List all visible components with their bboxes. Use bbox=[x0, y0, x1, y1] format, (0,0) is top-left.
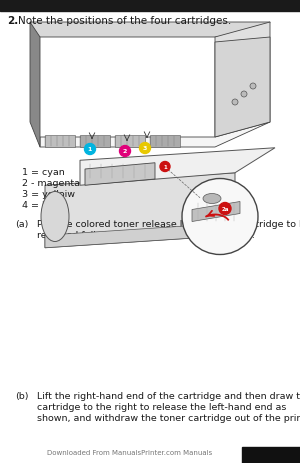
Ellipse shape bbox=[203, 194, 221, 204]
Circle shape bbox=[85, 144, 95, 155]
Polygon shape bbox=[45, 173, 235, 248]
Text: 2a: 2a bbox=[221, 206, 229, 212]
Text: replaced fully towards the front of the printer.: replaced fully towards the front of the … bbox=[37, 231, 255, 239]
Text: 1 = cyan: 1 = cyan bbox=[22, 168, 65, 176]
Circle shape bbox=[219, 203, 231, 215]
Polygon shape bbox=[115, 136, 145, 148]
Polygon shape bbox=[45, 136, 75, 148]
Circle shape bbox=[232, 100, 238, 106]
Polygon shape bbox=[30, 23, 40, 148]
Circle shape bbox=[241, 92, 247, 98]
Text: Note the positions of the four cartridges.: Note the positions of the four cartridge… bbox=[18, 16, 231, 26]
Polygon shape bbox=[30, 23, 270, 38]
Polygon shape bbox=[150, 136, 180, 148]
Text: 2.: 2. bbox=[7, 16, 18, 26]
Text: (b): (b) bbox=[15, 391, 28, 400]
Text: shown, and withdraw the toner cartridge out of the printer.: shown, and withdraw the toner cartridge … bbox=[37, 413, 300, 422]
Ellipse shape bbox=[41, 192, 69, 242]
Text: 4 = black: 4 = black bbox=[22, 200, 67, 210]
Polygon shape bbox=[80, 136, 110, 148]
Text: (a): (a) bbox=[15, 219, 28, 229]
Text: 3 = yelloiw: 3 = yelloiw bbox=[22, 189, 75, 199]
Polygon shape bbox=[80, 149, 275, 186]
Text: Lift the right-hand end of the cartridge and then draw the: Lift the right-hand end of the cartridge… bbox=[37, 391, 300, 400]
Text: cartridge to the right to release the left-hand end as: cartridge to the right to release the le… bbox=[37, 402, 286, 411]
Circle shape bbox=[119, 146, 130, 157]
Polygon shape bbox=[215, 23, 270, 138]
Circle shape bbox=[160, 162, 170, 172]
Text: 2 - magenta: 2 - magenta bbox=[22, 179, 80, 188]
Text: 2: 2 bbox=[123, 149, 127, 154]
Polygon shape bbox=[40, 123, 270, 148]
Circle shape bbox=[182, 179, 258, 255]
Text: 3: 3 bbox=[143, 146, 147, 151]
Text: Pull the colored toner release lever on the cartridge to be: Pull the colored toner release lever on … bbox=[37, 219, 300, 229]
Bar bbox=[242, 447, 300, 463]
Circle shape bbox=[250, 84, 256, 90]
Bar bbox=[0, 0, 300, 12]
Circle shape bbox=[140, 143, 151, 154]
Text: 1: 1 bbox=[88, 147, 92, 152]
Polygon shape bbox=[215, 38, 270, 138]
Polygon shape bbox=[192, 202, 240, 222]
Polygon shape bbox=[45, 223, 235, 248]
Text: 1: 1 bbox=[163, 164, 167, 169]
Polygon shape bbox=[85, 163, 155, 186]
Text: Downloaded From ManualsPrinter.com Manuals: Downloaded From ManualsPrinter.com Manua… bbox=[47, 449, 213, 455]
